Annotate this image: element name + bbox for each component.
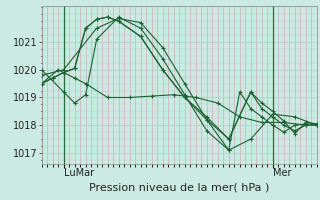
X-axis label: Pression niveau de la mer( hPa ): Pression niveau de la mer( hPa ): [89, 182, 269, 192]
